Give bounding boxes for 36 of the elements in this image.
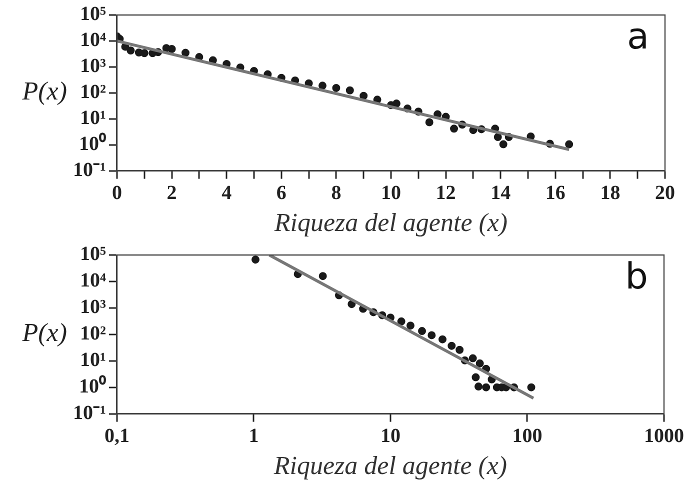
y-tick-label: 10² <box>80 81 106 104</box>
x-tick-label: 10 <box>380 424 400 447</box>
x-tick-label: 1 <box>248 424 259 447</box>
y-axis-title: P(x) <box>21 76 67 106</box>
y-tick-label: 10⁴ <box>80 270 106 292</box>
y-tick-label: 10⁻¹ <box>72 402 106 424</box>
annotation: a <box>626 16 649 58</box>
y-tick-label: 10⁴ <box>80 29 106 52</box>
x-tick-label: 100 <box>512 424 542 447</box>
annotation: b <box>625 256 648 298</box>
x-tick-label: 2 <box>166 182 177 204</box>
y-tick-label: 10⁰ <box>78 132 106 156</box>
x-tick-label: 0,1 <box>104 424 130 447</box>
x-tick-label: 10 <box>381 182 401 204</box>
x-tick-label: 1000 <box>644 424 684 447</box>
y-tick-label: 10¹ <box>80 349 106 372</box>
x-tick-label: 12 <box>436 182 456 204</box>
x-tick-label: 4 <box>222 182 232 204</box>
x-tick-label: 0 <box>112 182 122 204</box>
y-tick-label: 10⁻¹ <box>72 158 106 181</box>
x-tick-label: 18 <box>600 182 620 204</box>
x-tick-label: 20 <box>655 182 675 204</box>
x-tick-label: 16 <box>545 182 566 204</box>
x-tick-label: 8 <box>331 182 342 204</box>
y-tick-label: 10¹ <box>80 107 106 130</box>
x-axis-title: Riqueza del agente (x) <box>272 451 508 480</box>
y-tick-label: 10⁵ <box>80 243 106 266</box>
y-tick-label: 10⁰ <box>78 374 106 398</box>
x-axis-title: Riqueza del agente (x) <box>273 208 508 238</box>
y-tick-label: 10⁵ <box>80 3 106 26</box>
x-tick-label: 6 <box>276 182 286 204</box>
y-tick-label: 10³ <box>80 296 106 318</box>
y-tick-label: 10² <box>80 322 106 345</box>
y-tick-label: 10³ <box>80 55 106 78</box>
y-axis-title: P(x) <box>21 318 67 348</box>
x-tick-label: 14 <box>490 182 511 204</box>
